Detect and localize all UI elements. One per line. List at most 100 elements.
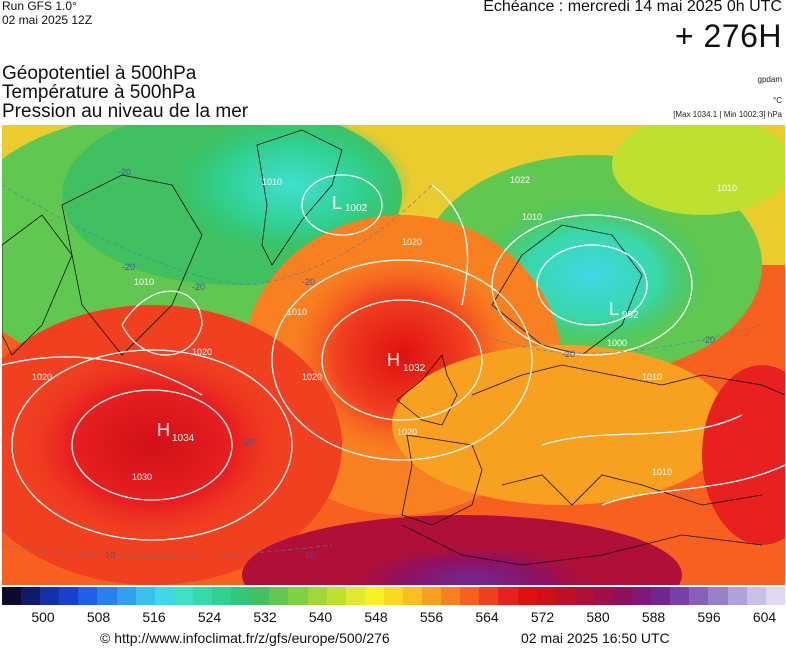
scale-swatch bbox=[269, 587, 289, 605]
isobar-label: 1010 bbox=[522, 212, 542, 222]
scale-swatch bbox=[345, 587, 365, 605]
scale-swatch bbox=[21, 587, 41, 605]
svg-text:H: H bbox=[157, 420, 170, 440]
isobar-label: 1020 bbox=[192, 347, 212, 357]
scale-swatch bbox=[383, 587, 403, 605]
isobar-label: 1010 bbox=[134, 277, 154, 287]
isobar-label: 1030 bbox=[132, 472, 152, 482]
scale-swatch bbox=[212, 587, 232, 605]
source-url[interactable]: © http://www.infoclimat.fr/z/gfs/europe/… bbox=[100, 630, 390, 646]
scale-swatch bbox=[574, 587, 594, 605]
scale-tick-label: 540 bbox=[308, 609, 333, 625]
map-canvas: H 1032 H 1034 L 1002 L 992 1010 1010 102… bbox=[2, 125, 785, 585]
scale-tick-label: 500 bbox=[31, 609, 55, 625]
color-scale bbox=[2, 587, 785, 605]
svg-text:L: L bbox=[332, 193, 342, 213]
coastlines bbox=[2, 129, 785, 566]
title-temperature: Température à 500hPa bbox=[2, 82, 196, 103]
run-info: Run GFS 1.0° 02 mai 2025 12Z bbox=[2, 0, 92, 27]
scale-swatch bbox=[307, 587, 327, 605]
generated-time: 02 mai 2025 16:50 UTC bbox=[521, 630, 670, 646]
scale-swatch bbox=[651, 587, 671, 605]
scale-tick-label: 556 bbox=[419, 609, 444, 625]
scale-tick-label: 532 bbox=[253, 609, 277, 625]
scale-swatch bbox=[402, 587, 423, 605]
scale-swatch bbox=[422, 587, 442, 605]
svg-text:H: H bbox=[387, 350, 400, 370]
scale-swatch bbox=[460, 587, 480, 605]
svg-text:1032: 1032 bbox=[403, 363, 426, 374]
title-pressure: Pression au niveau de la mer bbox=[2, 101, 249, 122]
isobar-label: 1010 bbox=[642, 372, 662, 382]
isotherm-label: -20 bbox=[192, 282, 205, 292]
scale-swatch bbox=[250, 587, 270, 605]
isotherm-label: -20 bbox=[242, 437, 255, 447]
unit-geopotential: gpdam bbox=[757, 75, 782, 84]
scale-swatch bbox=[632, 587, 652, 605]
isotherm-label: -20 bbox=[562, 349, 575, 359]
isobar-label: 1010 bbox=[287, 307, 307, 317]
scale-swatch bbox=[135, 587, 155, 605]
run-date: 02 mai 2025 12Z bbox=[2, 13, 93, 27]
scale-tick-label: 564 bbox=[475, 609, 499, 625]
title-geopotential: Géopotentiel à 500hPa bbox=[2, 63, 197, 84]
pressure-center-high-2: H 1034 bbox=[157, 420, 195, 444]
scale-swatch bbox=[231, 587, 251, 605]
scale-swatch bbox=[173, 587, 193, 605]
scale-swatch bbox=[689, 587, 709, 605]
scale-swatch bbox=[479, 587, 499, 605]
isobar-label: 1010 bbox=[262, 177, 282, 187]
scale-swatch bbox=[2, 587, 22, 605]
scale-tick-label: 596 bbox=[697, 609, 721, 625]
svg-text:992: 992 bbox=[622, 310, 639, 321]
scale-tick-label: 580 bbox=[586, 609, 610, 625]
forecast-valid-time: Echéance : mercredi 14 mai 2025 0h UTC bbox=[483, 0, 782, 15]
isotherm-label: -20 bbox=[118, 167, 131, 177]
isobar-label: 1020 bbox=[402, 237, 422, 247]
scale-swatch bbox=[364, 587, 384, 605]
scale-swatch bbox=[765, 587, 785, 605]
scale-tick-label: 572 bbox=[530, 609, 555, 625]
svg-text:1034: 1034 bbox=[172, 433, 195, 444]
lead-time: + 276H bbox=[674, 18, 782, 54]
scale-swatch bbox=[613, 587, 633, 605]
scale-swatch bbox=[326, 587, 346, 605]
scale-tick-label: 604 bbox=[752, 609, 777, 625]
isotherm-label: -20 bbox=[702, 335, 715, 345]
scale-swatch bbox=[192, 587, 213, 605]
isobar-label: 1010 bbox=[717, 183, 737, 193]
scale-tick-label: 516 bbox=[142, 609, 166, 625]
isobar-label: 1000 bbox=[607, 338, 627, 348]
pressure-center-low-2: L 992 bbox=[609, 299, 639, 321]
scale-swatch bbox=[154, 587, 174, 605]
scale-swatch bbox=[59, 587, 79, 605]
isobar-label: 1010 bbox=[652, 467, 672, 477]
scale-swatch bbox=[498, 587, 518, 605]
scale-swatch bbox=[746, 587, 766, 605]
scale-tick-label: 548 bbox=[364, 609, 388, 625]
pressure-center-low-1: L 1002 bbox=[332, 193, 368, 214]
scale-swatch bbox=[555, 587, 575, 605]
isotherm-label: -20 bbox=[302, 277, 315, 287]
isotherm-label: -10 bbox=[102, 550, 115, 560]
run-model: Run GFS 1.0° bbox=[2, 0, 77, 13]
pressure-center-high-1: H 1032 bbox=[387, 350, 426, 374]
scale-swatch bbox=[593, 587, 613, 605]
scale-swatch bbox=[97, 587, 117, 605]
isotherm-label: -10 bbox=[302, 550, 315, 560]
isobar-label: 1022 bbox=[510, 175, 530, 185]
weather-map[interactable]: H 1032 H 1034 L 1002 L 992 1010 1010 102… bbox=[2, 125, 785, 585]
color-scale-ticks: 500 508 516 524 532 540 548 556 564 572 580 588 596 6… bbox=[0, 609, 786, 627]
isotherm-labels: -20 -20 -20 -20 -20 -20 -10 -10 -20 bbox=[102, 167, 715, 560]
isobars bbox=[2, 174, 785, 541]
isobar-labels: 1010 1010 1020 1010 1020 1030 1020 1020 … bbox=[32, 175, 737, 482]
isobar-label: 1020 bbox=[32, 372, 52, 382]
scale-swatch bbox=[517, 587, 537, 605]
pressure-range: [Max 1034.1 | Min 1002.3] hPa bbox=[673, 110, 782, 119]
isobar-label: 1020 bbox=[302, 372, 322, 382]
svg-text:L: L bbox=[609, 299, 619, 319]
scale-swatch bbox=[536, 587, 556, 605]
isotherm-label: -20 bbox=[122, 262, 135, 272]
scale-swatch bbox=[708, 587, 728, 605]
scale-tick-label: 508 bbox=[86, 609, 111, 625]
